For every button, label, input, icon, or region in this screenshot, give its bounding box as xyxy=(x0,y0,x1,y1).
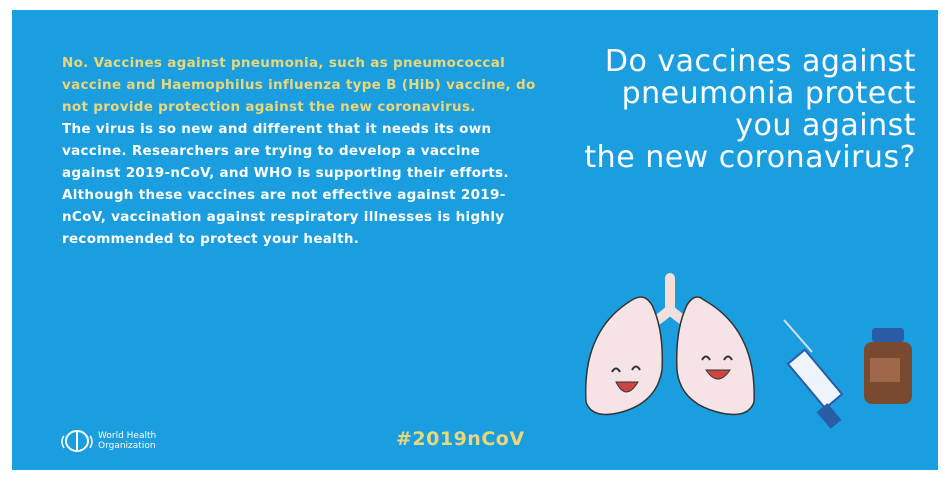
vial xyxy=(864,328,912,404)
answer: No. Vaccines against pneumonia, such as … xyxy=(62,52,537,118)
title-line: pneumonia protect xyxy=(584,78,916,110)
text-column: No. Vaccines against pneumonia, such as … xyxy=(62,52,537,250)
card: No. Vaccines against pneumonia, such as … xyxy=(12,10,938,470)
logo-text: World Health xyxy=(98,431,156,441)
title-line: you against xyxy=(584,110,916,142)
hashtag: #2019nCoV xyxy=(396,428,525,450)
page: No. Vaccines against pneumonia, such as … xyxy=(0,0,948,480)
title: Do vaccines against pneumonia protect yo… xyxy=(584,46,916,174)
title-line: Do vaccines against xyxy=(584,46,916,78)
logo-emblem xyxy=(60,428,94,454)
paragraph: The virus is so new and different that i… xyxy=(62,118,537,184)
syringe xyxy=(784,320,842,429)
lungs xyxy=(586,278,754,414)
paragraph: Although these vaccines are not effectiv… xyxy=(62,184,537,250)
title-line: the new coronavirus? xyxy=(584,142,916,174)
who-logo: World Health Organization xyxy=(60,428,156,454)
logo-text: Organization xyxy=(98,441,156,451)
